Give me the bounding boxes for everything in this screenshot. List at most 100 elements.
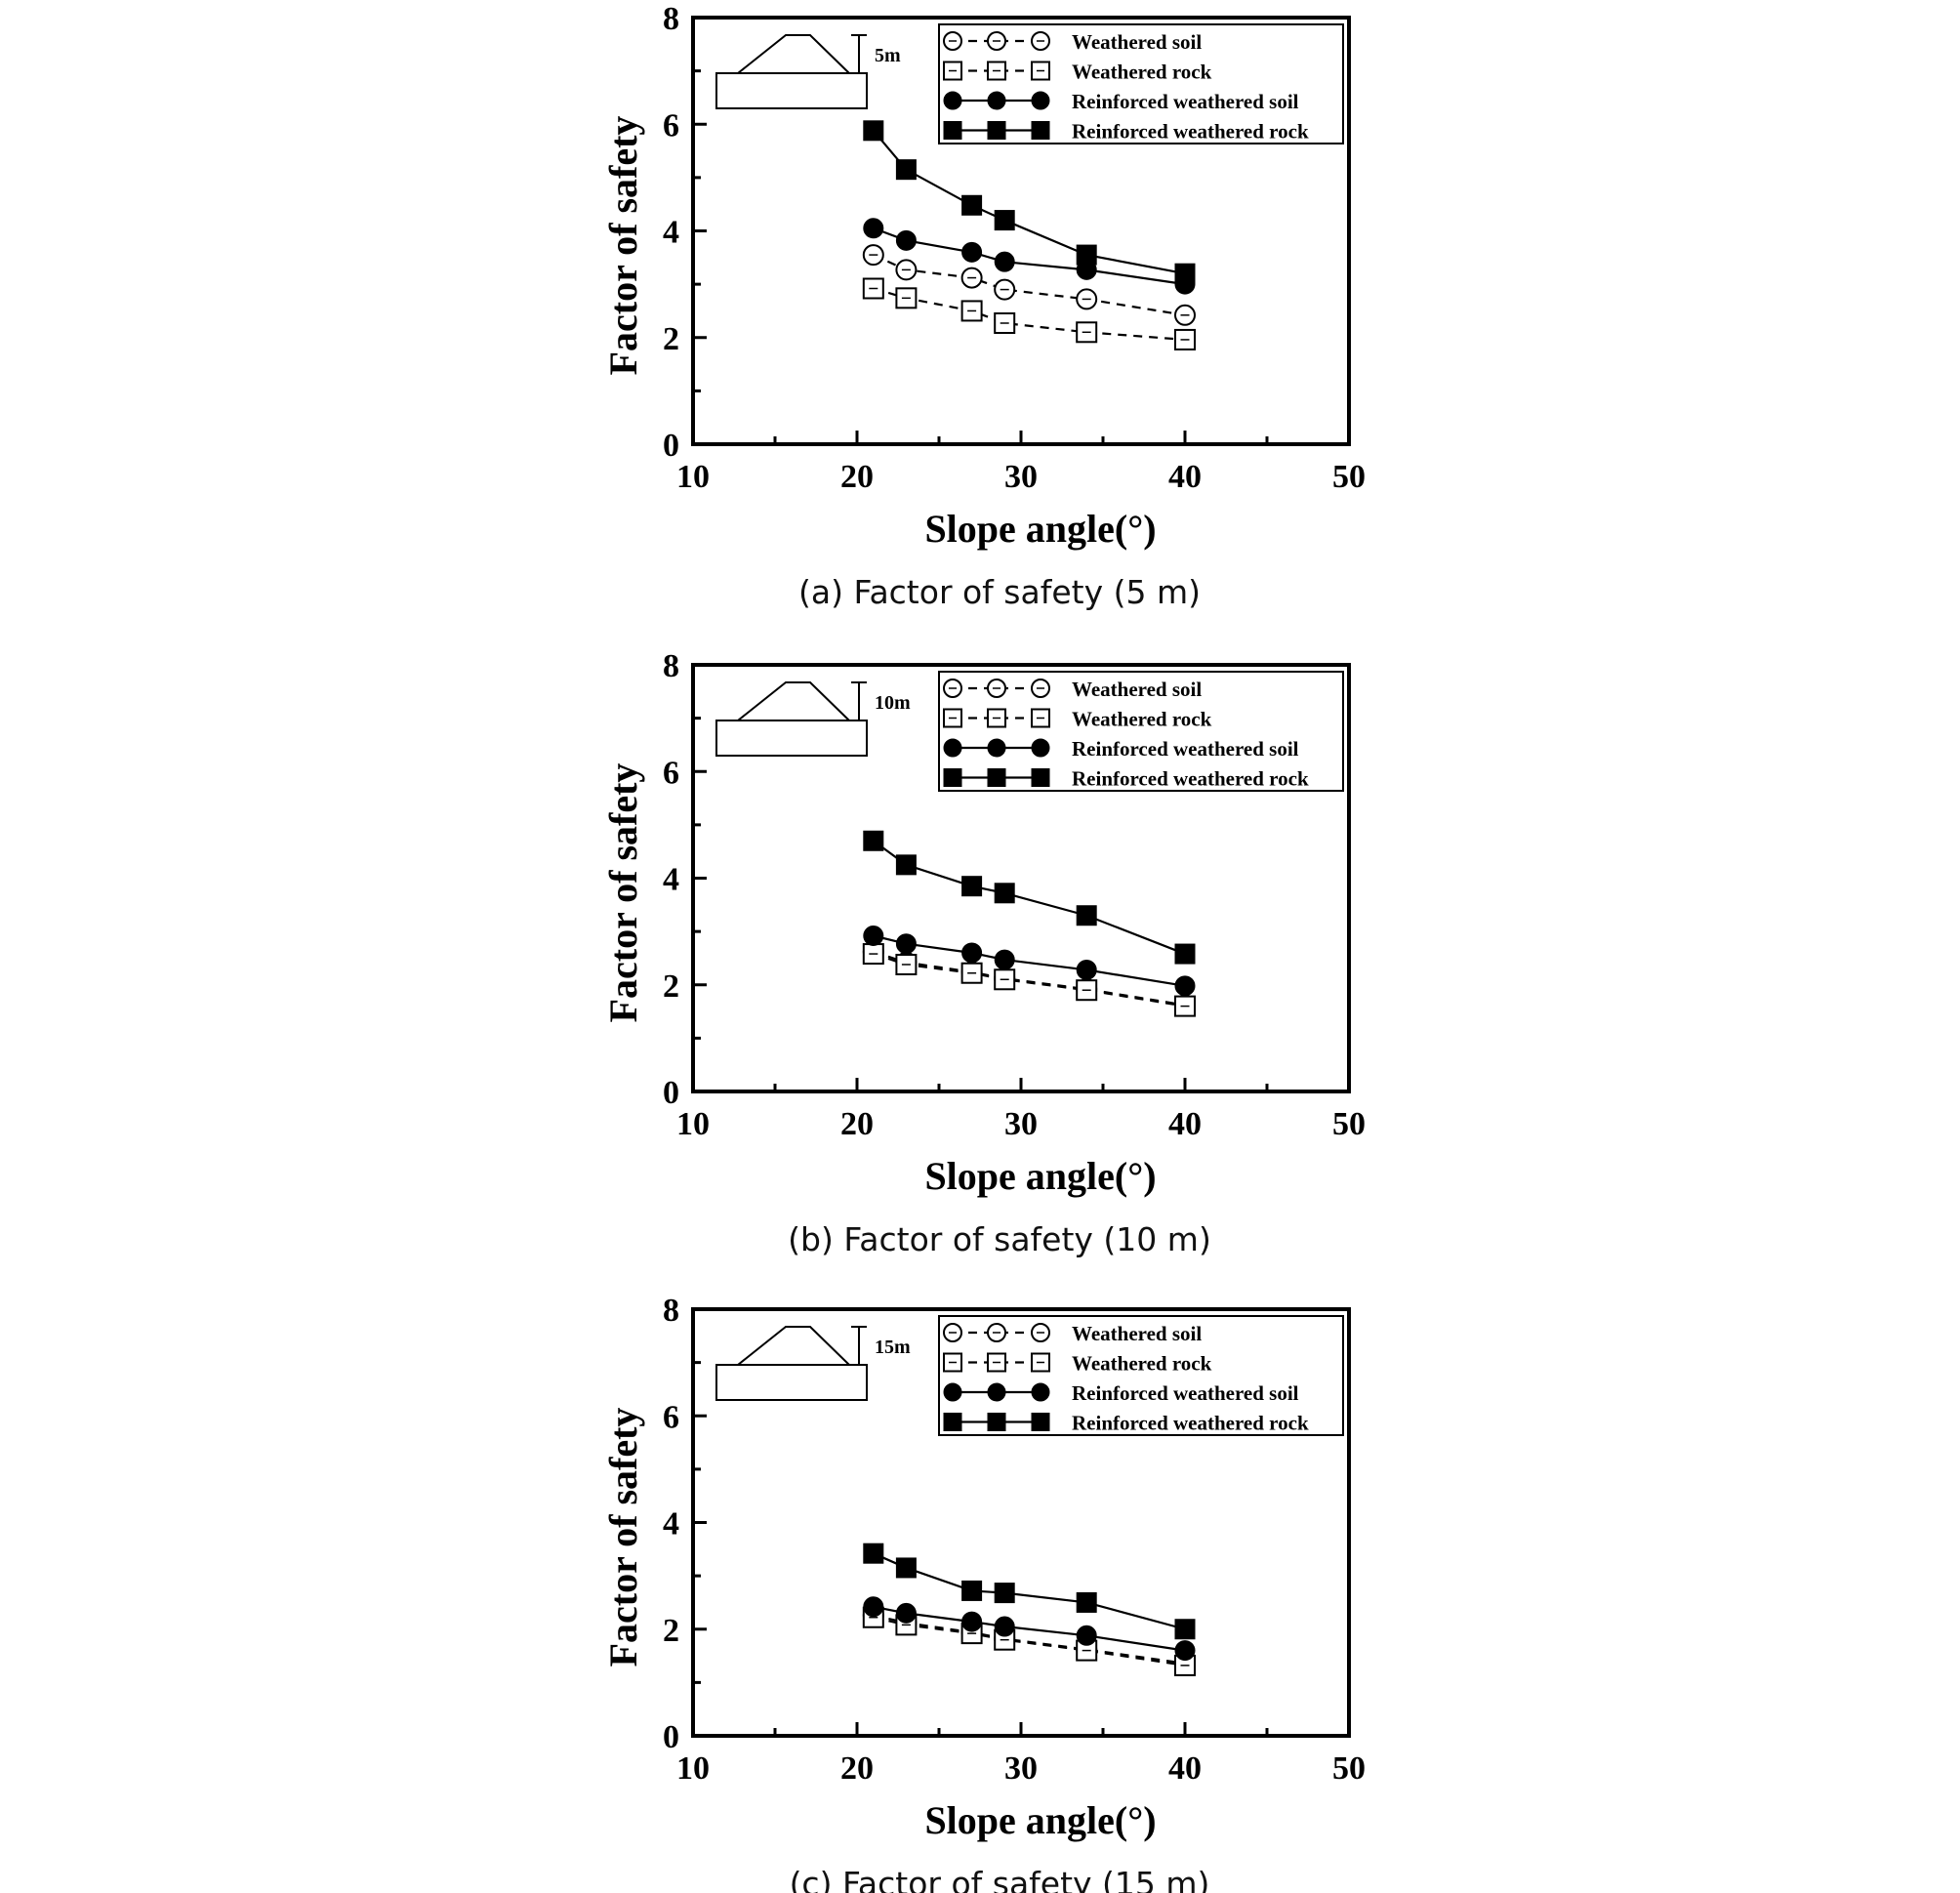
legend-marker: [943, 738, 962, 758]
data-point: [1076, 1625, 1097, 1646]
y-tick-label: 8: [663, 1293, 679, 1329]
data-point: [863, 925, 884, 946]
data-point: [961, 942, 983, 964]
data-point: [863, 1596, 884, 1618]
data-point: [994, 251, 1015, 272]
legend-marker: [943, 1382, 962, 1402]
y-tick-label: 0: [663, 428, 679, 464]
legend-marker: [943, 121, 962, 140]
slope-inset: 10m: [715, 681, 911, 757]
legend-marker: [987, 1413, 1006, 1431]
series-line: [873, 226, 1186, 286]
y-tick-label: 8: [663, 648, 679, 684]
legend-marker: [987, 1382, 1006, 1402]
legend-marker: [987, 121, 1006, 140]
x-axis-label: Slope angle(°): [924, 1798, 1156, 1842]
inset-height-label: 10m: [875, 692, 911, 714]
x-tick-label: 10: [676, 459, 710, 495]
series-weathered-soil: [862, 244, 1196, 326]
x-tick-label: 40: [1168, 459, 1202, 495]
series-line: [872, 130, 1186, 275]
series-line: [873, 934, 1186, 987]
y-tick-label: 2: [663, 968, 679, 1005]
y-tick-label: 6: [663, 1399, 679, 1435]
legend: Weathered soil Weathered rock Reinforced w…: [938, 671, 1344, 792]
x-tick-label: 20: [840, 1750, 874, 1787]
x-tick-label: 30: [1004, 1750, 1038, 1787]
legend-entry: Weathered soil: [943, 30, 1202, 54]
legend-marker: [1031, 738, 1050, 758]
series-reinforced-weathered-rock: [863, 1543, 1196, 1640]
legend-marker: [987, 91, 1006, 110]
inset-height-label: 5m: [875, 45, 901, 66]
x-tick-label: 50: [1332, 459, 1366, 495]
data-point: [895, 933, 917, 955]
legend-label: Reinforced weathered soil: [1072, 90, 1299, 113]
data-point: [961, 876, 983, 897]
legend-marker: [1031, 1382, 1050, 1402]
legend-label: Reinforced weathered soil: [1072, 1381, 1299, 1405]
data-point: [1076, 1591, 1097, 1613]
legend-box: [938, 23, 1344, 144]
legend-marker: [1031, 768, 1050, 787]
data-point: [994, 883, 1015, 904]
data-point: [994, 949, 1015, 970]
data-point: [1174, 975, 1196, 997]
data-point: [895, 159, 917, 181]
x-tick-label: 20: [840, 459, 874, 495]
data-point: [863, 1543, 884, 1564]
y-tick-label: 4: [663, 215, 679, 251]
x-tick-label: 10: [676, 1750, 710, 1787]
data-point: [961, 1611, 983, 1632]
x-tick-label: 30: [1004, 459, 1038, 495]
chart-panel-2: 10 20 30 40 50 0 2 4 6 8 Slope angle(°) Factor of s…: [601, 648, 1366, 1258]
y-axis-label: Factor of safety: [601, 763, 645, 1023]
y-tick-label: 0: [663, 1719, 679, 1755]
inset-base: [715, 1364, 868, 1401]
legend-label: Weathered soil: [1072, 678, 1202, 701]
x-axis-label: Slope angle(°): [924, 507, 1156, 551]
data-point: [994, 210, 1015, 231]
legend-label: Reinforced weathered rock: [1072, 767, 1309, 791]
series-line: [873, 1614, 1186, 1665]
data-point: [994, 1616, 1015, 1637]
data-point: [863, 218, 884, 239]
data-point: [961, 194, 983, 216]
series-line: [873, 254, 1186, 316]
chart-panel-3: 10 20 30 40 50 0 2 4 6 8 Slope angle(°) Factor of s…: [601, 1293, 1366, 1893]
legend-marker: [943, 91, 962, 110]
figure-caption: (b) Factor of safety (10 m): [788, 1220, 1211, 1258]
legend-entry: Reinforced weathered rock: [943, 1412, 1309, 1435]
inset-height-label: 15m: [875, 1337, 911, 1358]
y-tick-label: 6: [663, 755, 679, 791]
data-point: [895, 854, 917, 876]
x-axis-label: Slope angle(°): [924, 1154, 1156, 1198]
inset-embankment: [737, 681, 850, 721]
data-point: [1174, 943, 1196, 965]
legend-marker: [1031, 121, 1050, 140]
data-point: [863, 120, 884, 142]
legend-label: Reinforced weathered rock: [1072, 120, 1309, 144]
data-point: [1174, 1640, 1196, 1662]
data-point: [895, 1557, 917, 1579]
series-line: [873, 840, 1186, 956]
data-point: [1174, 1619, 1196, 1640]
series-reinforced-weathered-soil: [863, 925, 1196, 997]
legend-marker: [987, 738, 1006, 758]
y-axis-label: Factor of safety: [601, 116, 645, 376]
x-tick-label: 40: [1168, 1106, 1202, 1142]
legend-label: Weathered soil: [1072, 1322, 1202, 1345]
legend-label: Reinforced weathered rock: [1072, 1412, 1309, 1435]
inset-embankment: [737, 1326, 850, 1366]
x-tick-label: 50: [1332, 1106, 1366, 1142]
x-tick-label: 40: [1168, 1750, 1202, 1787]
legend: Weathered soil Weathered rock Reinforced w…: [938, 1315, 1344, 1436]
y-axis-label: Factor of safety: [601, 1408, 645, 1667]
legend-label: Weathered soil: [1072, 30, 1202, 54]
data-point: [1076, 905, 1097, 926]
legend-label: Weathered rock: [1072, 61, 1212, 84]
inset-embankment: [737, 34, 850, 74]
legend-entry: Weathered rock: [943, 61, 1212, 84]
series-reinforced-weathered-rock: [863, 120, 1196, 284]
